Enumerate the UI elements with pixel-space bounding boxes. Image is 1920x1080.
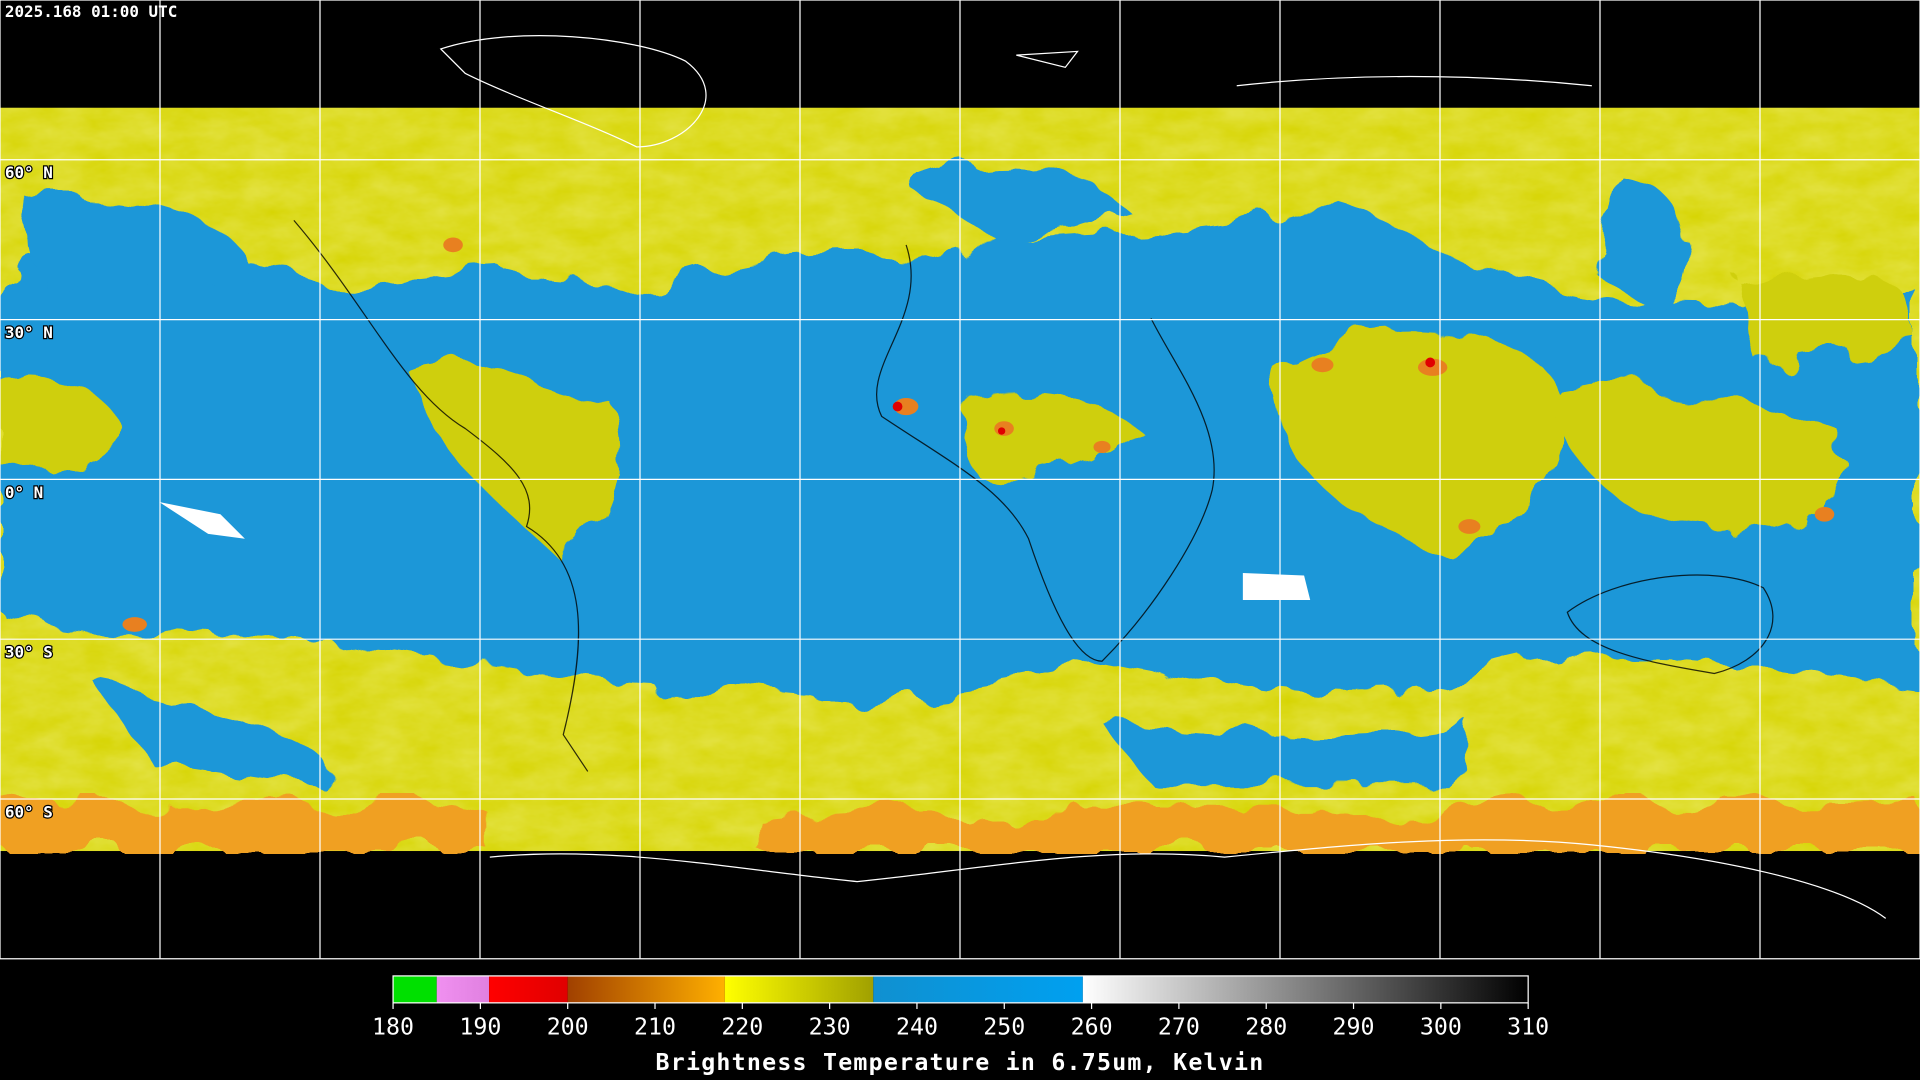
graticule	[0, 0, 1920, 959]
colorbar-segment	[489, 975, 568, 1003]
colorbar-tick-label: 280	[1245, 1014, 1287, 1041]
colorbar-segment	[567, 975, 725, 1003]
colorbar-tick-label: 200	[547, 1014, 589, 1041]
colorbar-segment	[724, 975, 874, 1003]
colorbar-tick-label: 290	[1333, 1014, 1375, 1041]
latitude-label: 0° N	[5, 483, 43, 502]
latitude-label: 60° S	[5, 802, 53, 821]
colorbar-tick-label: 250	[983, 1014, 1025, 1041]
map-frame	[0, 0, 1920, 960]
colorbar-tick-label: 180	[372, 1014, 414, 1041]
colorbar-tick-label: 240	[896, 1014, 938, 1041]
colorbar-tick-label: 220	[721, 1014, 763, 1041]
colorbar-tick-label: 230	[809, 1014, 851, 1041]
colorbar-title: Brightness Temperature in 6.75um, Kelvin	[656, 1049, 1265, 1076]
colorbar-tick-label: 300	[1420, 1014, 1462, 1041]
colorbar-frame	[392, 975, 1529, 1004]
coastlines	[439, 35, 1887, 919]
colorbar-tick-label: 260	[1071, 1014, 1113, 1041]
colorbar-segment	[1082, 975, 1529, 1003]
latitude-label: 30° N	[5, 323, 53, 342]
latitude-label: 60° N	[5, 163, 53, 182]
colorbar-segment	[436, 975, 490, 1003]
timestamp: 2025.168 01:00 UTC	[5, 2, 177, 21]
colorbar-tick-label: 270	[1158, 1014, 1200, 1041]
colorbar-tick-label: 210	[634, 1014, 676, 1041]
colorbar-tick-label: 310	[1507, 1014, 1549, 1041]
colorbar-segment	[873, 975, 1083, 1003]
latitude-label: 30° S	[5, 643, 53, 662]
colorbar-tick-label: 190	[459, 1014, 501, 1041]
colorbar-segment	[393, 975, 437, 1003]
